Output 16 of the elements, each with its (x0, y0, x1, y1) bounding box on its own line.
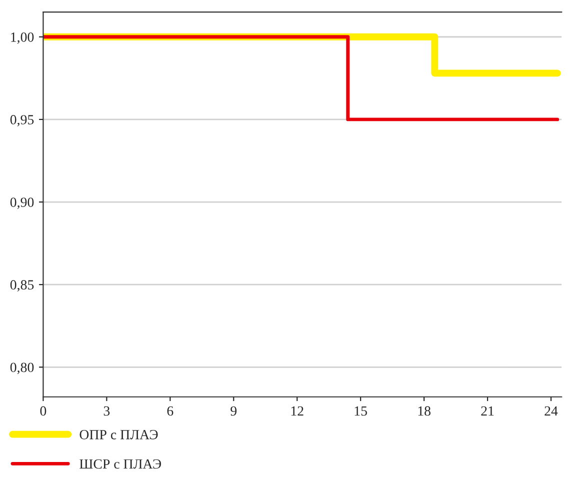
y-tick-label: 0,85 (10, 280, 34, 292)
legend-label: ШСР с ПЛАЭ (80, 459, 161, 469)
x-tick-label: 12 (291, 406, 304, 416)
x-tick-label: 24 (544, 406, 558, 416)
x-tick-label: 0 (40, 406, 46, 416)
x-tick-label: 3 (104, 406, 110, 416)
y-tick-label: 0,80 (10, 362, 34, 374)
y-tick-label: 0,95 (10, 115, 34, 126)
x-tick-label: 18 (418, 406, 430, 416)
x-tick-label: 6 (167, 406, 174, 416)
x-tick-label: 21 (481, 406, 494, 416)
y-tick-label: 1,00 (11, 32, 34, 44)
x-tick-label: 9 (230, 406, 237, 416)
y-tick-label: 0,90 (10, 198, 34, 209)
legend-label: ОПР с ПЛАЭ (80, 430, 158, 440)
x-tick-label: 15 (354, 406, 367, 416)
